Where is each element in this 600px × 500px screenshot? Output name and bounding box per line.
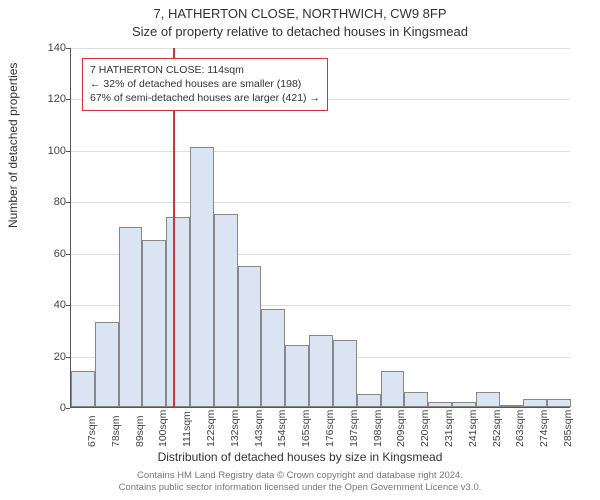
y-tick-label: 100	[36, 145, 66, 157]
chart-subtitle: Size of property relative to detached ho…	[0, 24, 600, 39]
histogram-bar	[428, 402, 452, 407]
x-tick-label: 89sqm	[134, 415, 146, 447]
x-tick-label: 143sqm	[253, 410, 265, 447]
gridline	[71, 202, 570, 203]
x-tick-label: 111sqm	[181, 411, 193, 447]
histogram-bar	[452, 402, 476, 407]
histogram-bar	[500, 405, 524, 407]
x-tick-label: 165sqm	[300, 410, 312, 447]
x-tick-label: 67sqm	[86, 415, 98, 447]
x-tick-label: 122sqm	[205, 410, 217, 447]
y-tick-mark	[66, 305, 70, 306]
x-tick-label: 231sqm	[443, 410, 455, 447]
x-tick-label: 220sqm	[419, 410, 431, 447]
footer-line-1: Contains HM Land Registry data © Crown c…	[0, 470, 600, 482]
histogram-bar	[190, 147, 214, 407]
y-tick-mark	[66, 48, 70, 49]
x-tick-label: 285sqm	[562, 410, 574, 447]
y-tick-label: 60	[36, 248, 66, 260]
x-tick-label: 187sqm	[348, 410, 360, 447]
histogram-bar	[333, 340, 357, 407]
y-tick-mark	[66, 254, 70, 255]
annotation-line-2: ← 32% of detached houses are smaller (19…	[90, 77, 320, 91]
histogram-bar	[523, 399, 547, 407]
histogram-bar	[95, 322, 119, 407]
histogram-bar	[404, 392, 428, 407]
histogram-bar	[547, 399, 571, 407]
histogram-bar	[357, 394, 381, 407]
x-tick-label: 198sqm	[372, 410, 384, 447]
x-tick-label: 132sqm	[229, 410, 241, 447]
x-tick-label: 252sqm	[491, 410, 503, 447]
y-tick-label: 20	[36, 351, 66, 363]
gridline	[71, 151, 570, 152]
histogram-bar	[119, 227, 143, 407]
y-tick-mark	[66, 357, 70, 358]
x-tick-label: 176sqm	[324, 410, 336, 447]
x-axis-label: Distribution of detached houses by size …	[0, 450, 600, 464]
y-tick-label: 80	[36, 196, 66, 208]
y-tick-label: 0	[36, 402, 66, 414]
annotation-box: 7 HATHERTON CLOSE: 114sqm ← 32% of detac…	[82, 58, 328, 111]
histogram-bar	[214, 214, 238, 407]
histogram-bar	[166, 217, 190, 407]
x-tick-label: 263sqm	[514, 410, 526, 447]
footer-line-2: Contains public sector information licen…	[0, 482, 600, 494]
gridline	[71, 48, 570, 49]
histogram-bar	[285, 345, 309, 407]
annotation-line-3: 67% of semi-detached houses are larger (…	[90, 91, 320, 105]
y-tick-label: 40	[36, 299, 66, 311]
histogram-bar	[71, 371, 95, 407]
x-tick-label: 209sqm	[395, 410, 407, 447]
footer-attribution: Contains HM Land Registry data © Crown c…	[0, 470, 600, 494]
x-tick-label: 100sqm	[157, 410, 169, 447]
chart-title-address: 7, HATHERTON CLOSE, NORTHWICH, CW9 8FP	[0, 6, 600, 21]
histogram-bar	[142, 240, 166, 407]
y-tick-mark	[66, 202, 70, 203]
y-tick-label: 120	[36, 93, 66, 105]
histogram-bar	[381, 371, 405, 407]
y-tick-mark	[66, 151, 70, 152]
histogram-bar	[309, 335, 333, 407]
histogram-bar	[261, 309, 285, 407]
y-axis-label: Number of detached properties	[6, 63, 20, 228]
x-tick-label: 154sqm	[276, 410, 288, 447]
x-tick-label: 78sqm	[110, 415, 122, 447]
x-tick-label: 241sqm	[467, 410, 479, 447]
annotation-line-1: 7 HATHERTON CLOSE: 114sqm	[90, 63, 320, 77]
y-tick-mark	[66, 99, 70, 100]
histogram-bar	[476, 392, 500, 407]
histogram-bar	[238, 266, 262, 407]
y-tick-label: 140	[36, 42, 66, 54]
x-tick-label: 274sqm	[538, 410, 550, 447]
y-tick-mark	[66, 408, 70, 409]
